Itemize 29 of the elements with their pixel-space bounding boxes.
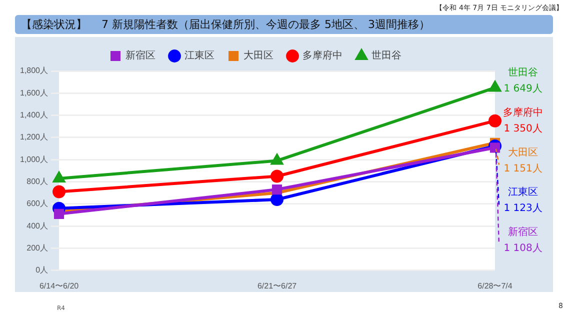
y-tick-label: 1,200人 — [20, 132, 48, 142]
data-label: 1 649人 — [504, 84, 542, 95]
y-tick-label: 1,400人 — [20, 110, 48, 120]
text: 世田谷 — [508, 68, 538, 79]
legend-label: 新宿区 — [126, 50, 156, 62]
y-tick-label: 200人 — [26, 243, 48, 252]
text: 大田区 — [508, 147, 538, 158]
y-tick-label: 600人 — [26, 199, 48, 208]
data-label: 1 108人 — [504, 243, 542, 254]
y-tick-label: 0人 — [36, 266, 48, 275]
data-label: 1 350人 — [504, 123, 542, 134]
data-label: 1 123人 — [504, 203, 542, 214]
x-tick-label: 6/21〜6/27 — [257, 281, 298, 290]
y-tick-label: 800人 — [26, 176, 48, 186]
legend-label: 大田区 — [244, 50, 274, 62]
chart-title: 【感染状況】 7 新規陽性者数（届出保健所別、今週の最多 5地区、 3週間推移） — [15, 15, 553, 34]
x-tick-label: 6/28〜7/4 — [478, 281, 513, 290]
data-label: 1 151人 — [504, 163, 542, 174]
y-tick-label: 1,800人 — [20, 66, 48, 76]
legend-label: 江東区 — [184, 50, 214, 62]
x-tick-label: 6/14〜6/20 — [39, 281, 80, 290]
legend-label: 多摩府中 — [302, 50, 342, 62]
y-tick-label: 400人 — [26, 221, 48, 230]
text: 江東区 — [508, 187, 538, 198]
y-tick-label: 1,000人 — [20, 154, 48, 164]
y-tick-label: 1,600人 — [20, 88, 48, 98]
text: 多摩府中 — [503, 107, 543, 118]
legend-label: 世田谷 — [372, 50, 402, 62]
text: 新宿区 — [508, 227, 538, 238]
